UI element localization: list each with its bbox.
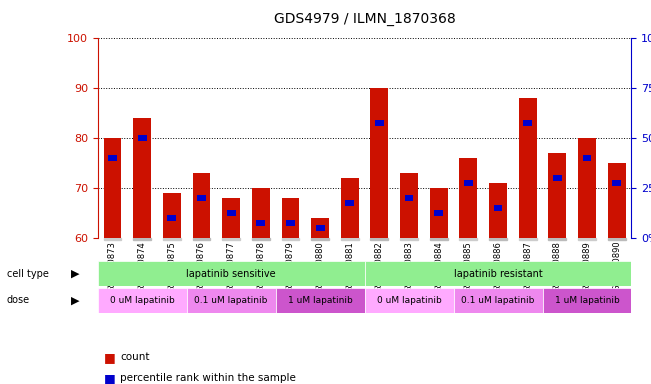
FancyBboxPatch shape xyxy=(98,261,365,286)
Text: GDS4979 / ILMN_1870368: GDS4979 / ILMN_1870368 xyxy=(273,12,456,25)
FancyBboxPatch shape xyxy=(187,288,275,313)
Bar xyxy=(341,178,359,238)
Bar xyxy=(404,195,413,201)
Bar xyxy=(281,238,299,240)
Bar xyxy=(548,238,566,240)
FancyBboxPatch shape xyxy=(365,288,454,313)
Bar xyxy=(612,180,621,186)
FancyBboxPatch shape xyxy=(542,288,631,313)
Bar xyxy=(464,180,473,186)
Bar xyxy=(252,188,270,238)
Text: ▶: ▶ xyxy=(70,295,79,306)
Bar xyxy=(489,238,507,240)
Bar xyxy=(222,198,240,238)
Bar xyxy=(430,238,448,240)
Bar xyxy=(133,238,151,240)
Text: 1 uM lapatinib: 1 uM lapatinib xyxy=(288,296,352,305)
Bar xyxy=(523,120,532,126)
Bar xyxy=(316,225,324,231)
Text: lapatinib sensitive: lapatinib sensitive xyxy=(186,268,276,279)
Bar xyxy=(341,238,359,240)
Bar xyxy=(493,205,503,211)
Text: percentile rank within the sample: percentile rank within the sample xyxy=(120,373,296,383)
Bar xyxy=(163,193,181,238)
Bar xyxy=(252,238,270,240)
Bar xyxy=(138,135,146,141)
Bar xyxy=(434,210,443,216)
Text: 0.1 uM lapatinib: 0.1 uM lapatinib xyxy=(462,296,534,305)
Text: ■: ■ xyxy=(104,351,116,364)
Text: ■: ■ xyxy=(104,372,116,384)
Bar xyxy=(193,173,210,238)
FancyBboxPatch shape xyxy=(365,261,631,286)
Bar xyxy=(460,158,477,238)
Bar xyxy=(608,163,626,238)
Bar xyxy=(519,98,536,238)
Bar xyxy=(163,238,181,240)
Bar xyxy=(489,183,507,238)
Text: 1 uM lapatinib: 1 uM lapatinib xyxy=(555,296,619,305)
Bar xyxy=(583,155,591,161)
Bar xyxy=(286,220,295,226)
Text: cell type: cell type xyxy=(7,268,48,279)
Bar xyxy=(281,198,299,238)
Bar xyxy=(519,238,536,240)
Text: 0 uM lapatinib: 0 uM lapatinib xyxy=(377,296,441,305)
Bar xyxy=(133,118,151,238)
Bar xyxy=(400,173,418,238)
Bar xyxy=(104,138,121,238)
Bar xyxy=(608,238,626,240)
Text: count: count xyxy=(120,352,150,362)
Bar xyxy=(256,220,265,226)
Bar xyxy=(345,200,354,206)
Bar xyxy=(548,153,566,238)
Bar xyxy=(311,218,329,238)
Bar xyxy=(578,138,596,238)
FancyBboxPatch shape xyxy=(454,288,542,313)
Text: 0.1 uM lapatinib: 0.1 uM lapatinib xyxy=(195,296,268,305)
Bar xyxy=(400,238,418,240)
Bar xyxy=(460,238,477,240)
Bar xyxy=(430,188,448,238)
Text: dose: dose xyxy=(7,295,30,306)
Bar xyxy=(197,195,206,201)
Text: 0 uM lapatinib: 0 uM lapatinib xyxy=(110,296,174,305)
Text: lapatinib resistant: lapatinib resistant xyxy=(454,268,542,279)
FancyBboxPatch shape xyxy=(98,288,187,313)
Bar xyxy=(108,155,117,161)
Bar xyxy=(370,88,388,238)
Bar xyxy=(578,238,596,240)
Text: ▶: ▶ xyxy=(70,268,79,279)
Bar xyxy=(167,215,176,221)
Bar xyxy=(553,175,562,181)
Bar xyxy=(375,120,384,126)
Bar xyxy=(227,210,236,216)
FancyBboxPatch shape xyxy=(275,288,365,313)
Bar xyxy=(104,238,121,240)
Bar xyxy=(193,238,210,240)
Bar xyxy=(222,238,240,240)
Bar xyxy=(370,238,388,240)
Bar xyxy=(311,238,329,240)
